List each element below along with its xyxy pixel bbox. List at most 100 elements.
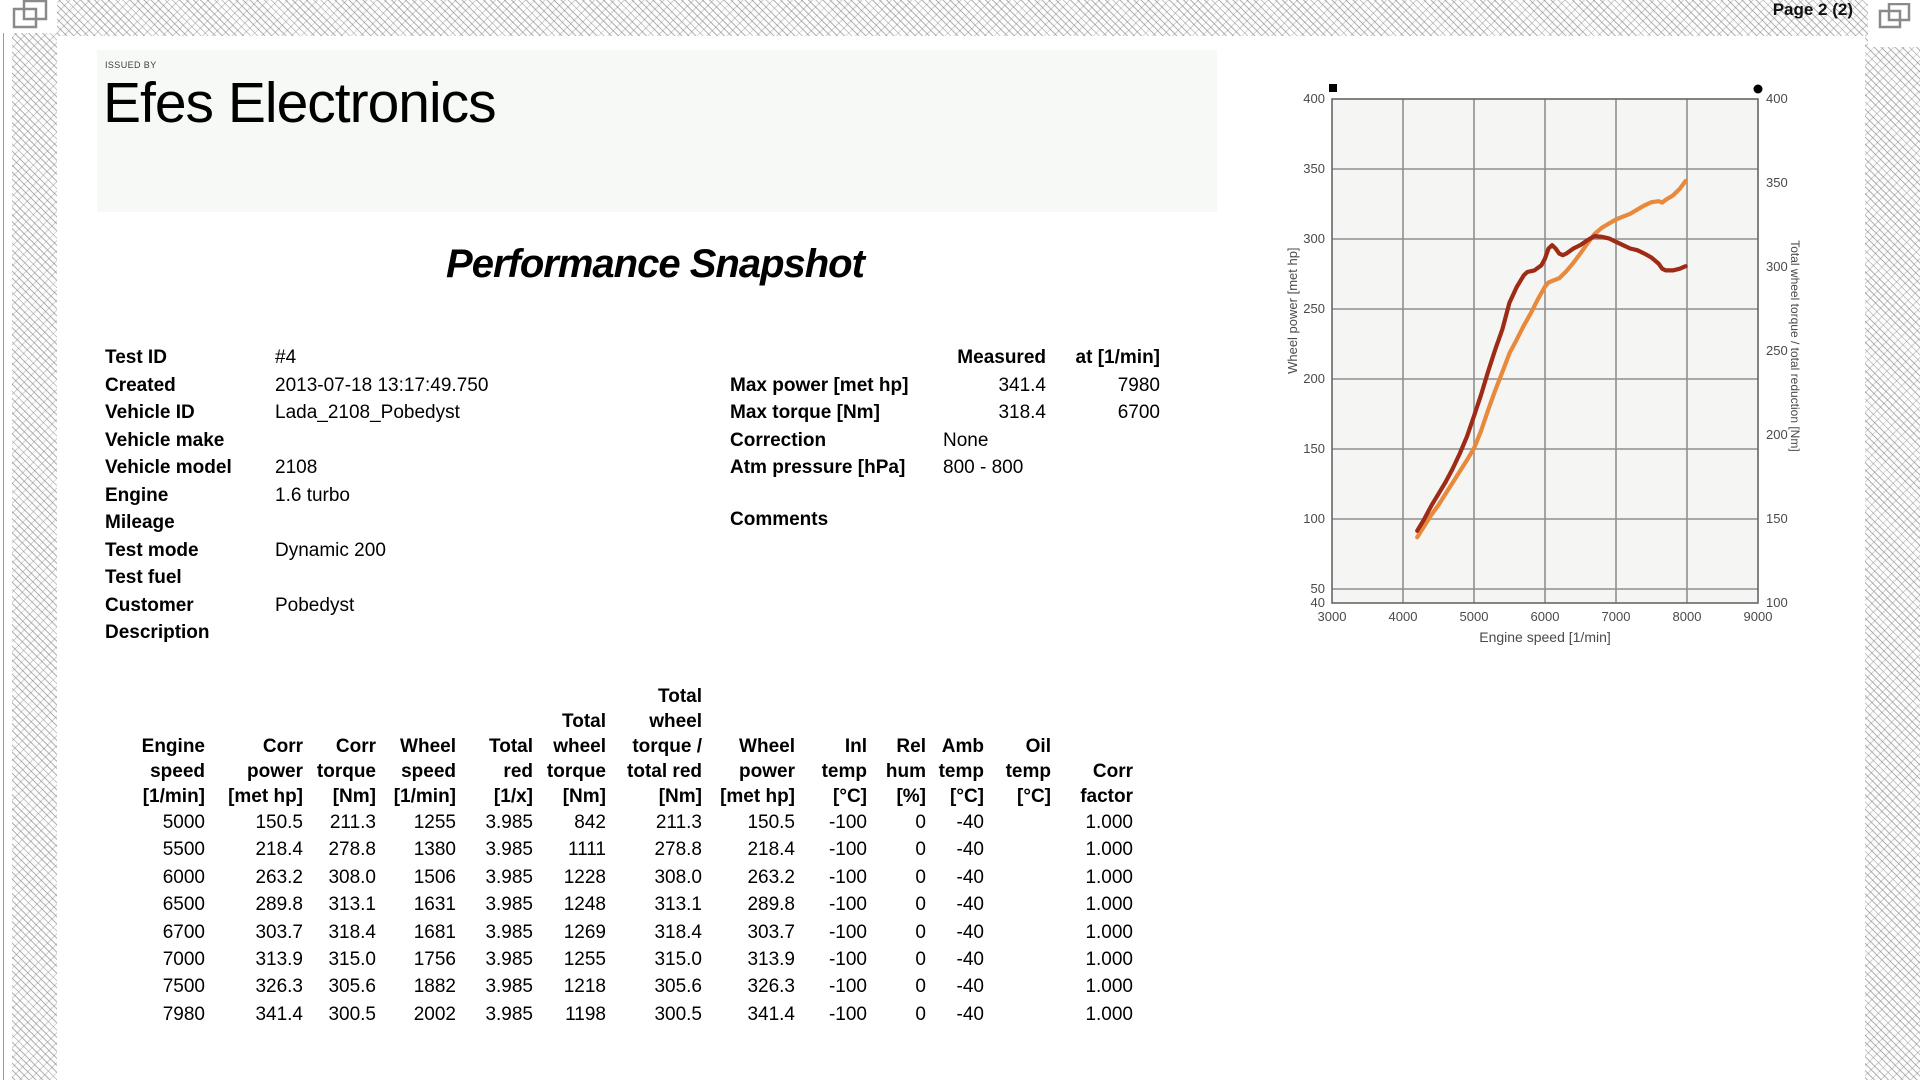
table-cell: 303.7 (255, 921, 303, 943)
table-cell: 1.000 (1085, 976, 1133, 998)
table-cell: 1228 (563, 866, 606, 888)
table-cell: -40 (956, 812, 984, 833)
table-cell: -100 (828, 894, 867, 916)
table-row: 5500 218.4 278.8 1380 3.985 1111 278.8 218.4 -10… (105, 836, 1133, 863)
left-series-marker (1329, 84, 1337, 92)
right-axis-title: Total wheel torque / total reduction [Nm… (1788, 240, 1802, 451)
table-row: 6500 289.8 313.1 1631 3.985 1248 313.1 289.8 -10… (105, 891, 1133, 918)
info-row: Test ID #4 (105, 344, 488, 372)
table-cell: -40 (956, 894, 984, 916)
info-label: Customer (105, 594, 194, 616)
pages-overview-button-right[interactable] (1868, 0, 1920, 47)
results-label: Max power [met hp] (730, 374, 909, 396)
right-axis-tick: 100 (1766, 595, 1788, 610)
left-axis-tick: 50 (1311, 581, 1325, 596)
table-cell: 218.4 (255, 839, 303, 861)
table-row: 7000 313.9 315.0 1756 3.985 1255 315.0 313.9 -10… (105, 946, 1133, 973)
table-cell: 1.000 (1085, 921, 1133, 943)
table-cell: 6500 (162, 894, 205, 916)
x-axis-tick: 7000 (1602, 609, 1631, 624)
pages-overview-button[interactable] (0, 0, 57, 33)
left-axis-tick: 40 (1311, 595, 1325, 610)
info-label: Test ID (105, 347, 167, 368)
table-cell: 305.6 (654, 976, 702, 998)
info-label: Description (105, 622, 210, 643)
right-axis-tick: 300 (1766, 259, 1788, 274)
table-cell (984, 973, 1051, 1000)
info-value: 2108 (275, 457, 318, 478)
table-cell: 1.000 (1085, 839, 1133, 861)
table-cell: 3.985 (485, 1003, 533, 1025)
info-row: Created 2013-07-18 13:17:49.750 (105, 372, 488, 400)
table-cell: 5500 (162, 839, 205, 861)
column-header: Wheel speed [1/min] (393, 736, 456, 807)
table-cell: 1756 (413, 949, 456, 971)
info-label: Test mode (105, 539, 199, 561)
test-info-block: Test ID #4 Created 2013-07-18 13:17:49.750 V… (105, 344, 488, 647)
table-cell: 3.985 (485, 839, 533, 861)
info-label: Mileage (105, 512, 175, 533)
wheel-power-curve (1415, 178, 1688, 540)
table-cell: 289.8 (255, 894, 303, 916)
info-row: Customer Pobedyst (105, 592, 488, 620)
table-cell: 326.3 (255, 976, 303, 998)
right-axis-tick: 200 (1766, 427, 1788, 442)
info-value: Lada_2108_Pobedyst (275, 402, 460, 423)
results-row: Max power [met hp] 341.4 7980 (730, 372, 1160, 400)
table-cell: 313.9 (747, 949, 795, 971)
info-value: 2013-07-18 13:17:49.750 (275, 374, 489, 396)
info-row: Vehicle model 2108 (105, 454, 488, 482)
table-row: 5000 150.5 211.3 1255 3.985 842 211.3 150.5 -100… (105, 809, 1133, 836)
column-header: Oil temp [°C] (1005, 736, 1051, 807)
table-header-row: Engine speed [1/min] Corr power [met hp] C… (105, 684, 1133, 809)
table-cell: 3.985 (485, 976, 533, 998)
table-cell (984, 809, 1051, 836)
info-row: Vehicle ID Lada_2108_Pobedyst (105, 399, 488, 427)
total-wheel-torque-curve (1415, 234, 1688, 533)
info-value: Dynamic 200 (275, 539, 386, 561)
column-header: Inl temp [°C] (821, 736, 867, 807)
info-label: Vehicle make (105, 429, 225, 451)
info-label: Created (105, 374, 176, 396)
table-cell: 1.000 (1085, 866, 1133, 888)
results-label: Atm pressure [hPa] (730, 457, 906, 478)
table-cell: 341.4 (255, 1003, 303, 1025)
table-cell: 1882 (413, 976, 456, 998)
table-row: 7500 326.3 305.6 1882 3.985 1218 305.6 326.3 -10… (105, 973, 1133, 1000)
table-cell: 0 (915, 976, 926, 998)
table-cell: 0 (915, 812, 926, 833)
table-cell: -100 (828, 1003, 867, 1025)
right-axis-tick: 250 (1766, 343, 1788, 358)
table-cell: -40 (956, 839, 984, 861)
table-row: 7980 341.4 300.5 2002 3.985 1198 300.5 341.4 -10… (105, 1001, 1133, 1028)
table-cell: 1681 (413, 921, 456, 943)
right-axis-tick: 400 (1766, 91, 1788, 106)
info-label: Test fuel (105, 567, 182, 588)
results-measured-value: 318.4 (998, 402, 1046, 423)
left-axis-title: Wheel power [met hp] (1285, 247, 1300, 373)
info-row: Test mode Dynamic 200 (105, 537, 488, 565)
table-cell: 1380 (413, 839, 456, 861)
table-cell: 1.000 (1085, 812, 1133, 833)
info-row: Description (105, 619, 488, 647)
table-cell: -100 (828, 949, 867, 971)
info-label: Vehicle ID (105, 402, 195, 423)
table-cell (984, 919, 1051, 946)
table-cell: 0 (915, 921, 926, 943)
table-cell: 150.5 (747, 812, 795, 833)
table-cell: 6700 (162, 921, 205, 943)
table-cell: 842 (574, 812, 606, 833)
table-cell (984, 891, 1051, 918)
results-value: None (943, 429, 989, 451)
column-header: Total wheel torque [Nm] (546, 711, 606, 807)
column-header: Total wheel torque / total red [Nm] (627, 686, 702, 807)
report-title: Performance Snapshot (446, 242, 865, 286)
table-cell: 211.3 (329, 812, 376, 833)
right-axis-tick: 350 (1766, 175, 1788, 190)
table-row: 6000 263.2 308.0 1506 3.985 1228 308.0 263.2 -10… (105, 864, 1133, 891)
x-axis-tick: 9000 (1744, 609, 1773, 624)
table-cell: 318.4 (654, 921, 702, 943)
table-cell: 150.5 (255, 812, 303, 833)
table-cell: 313.1 (328, 894, 376, 916)
